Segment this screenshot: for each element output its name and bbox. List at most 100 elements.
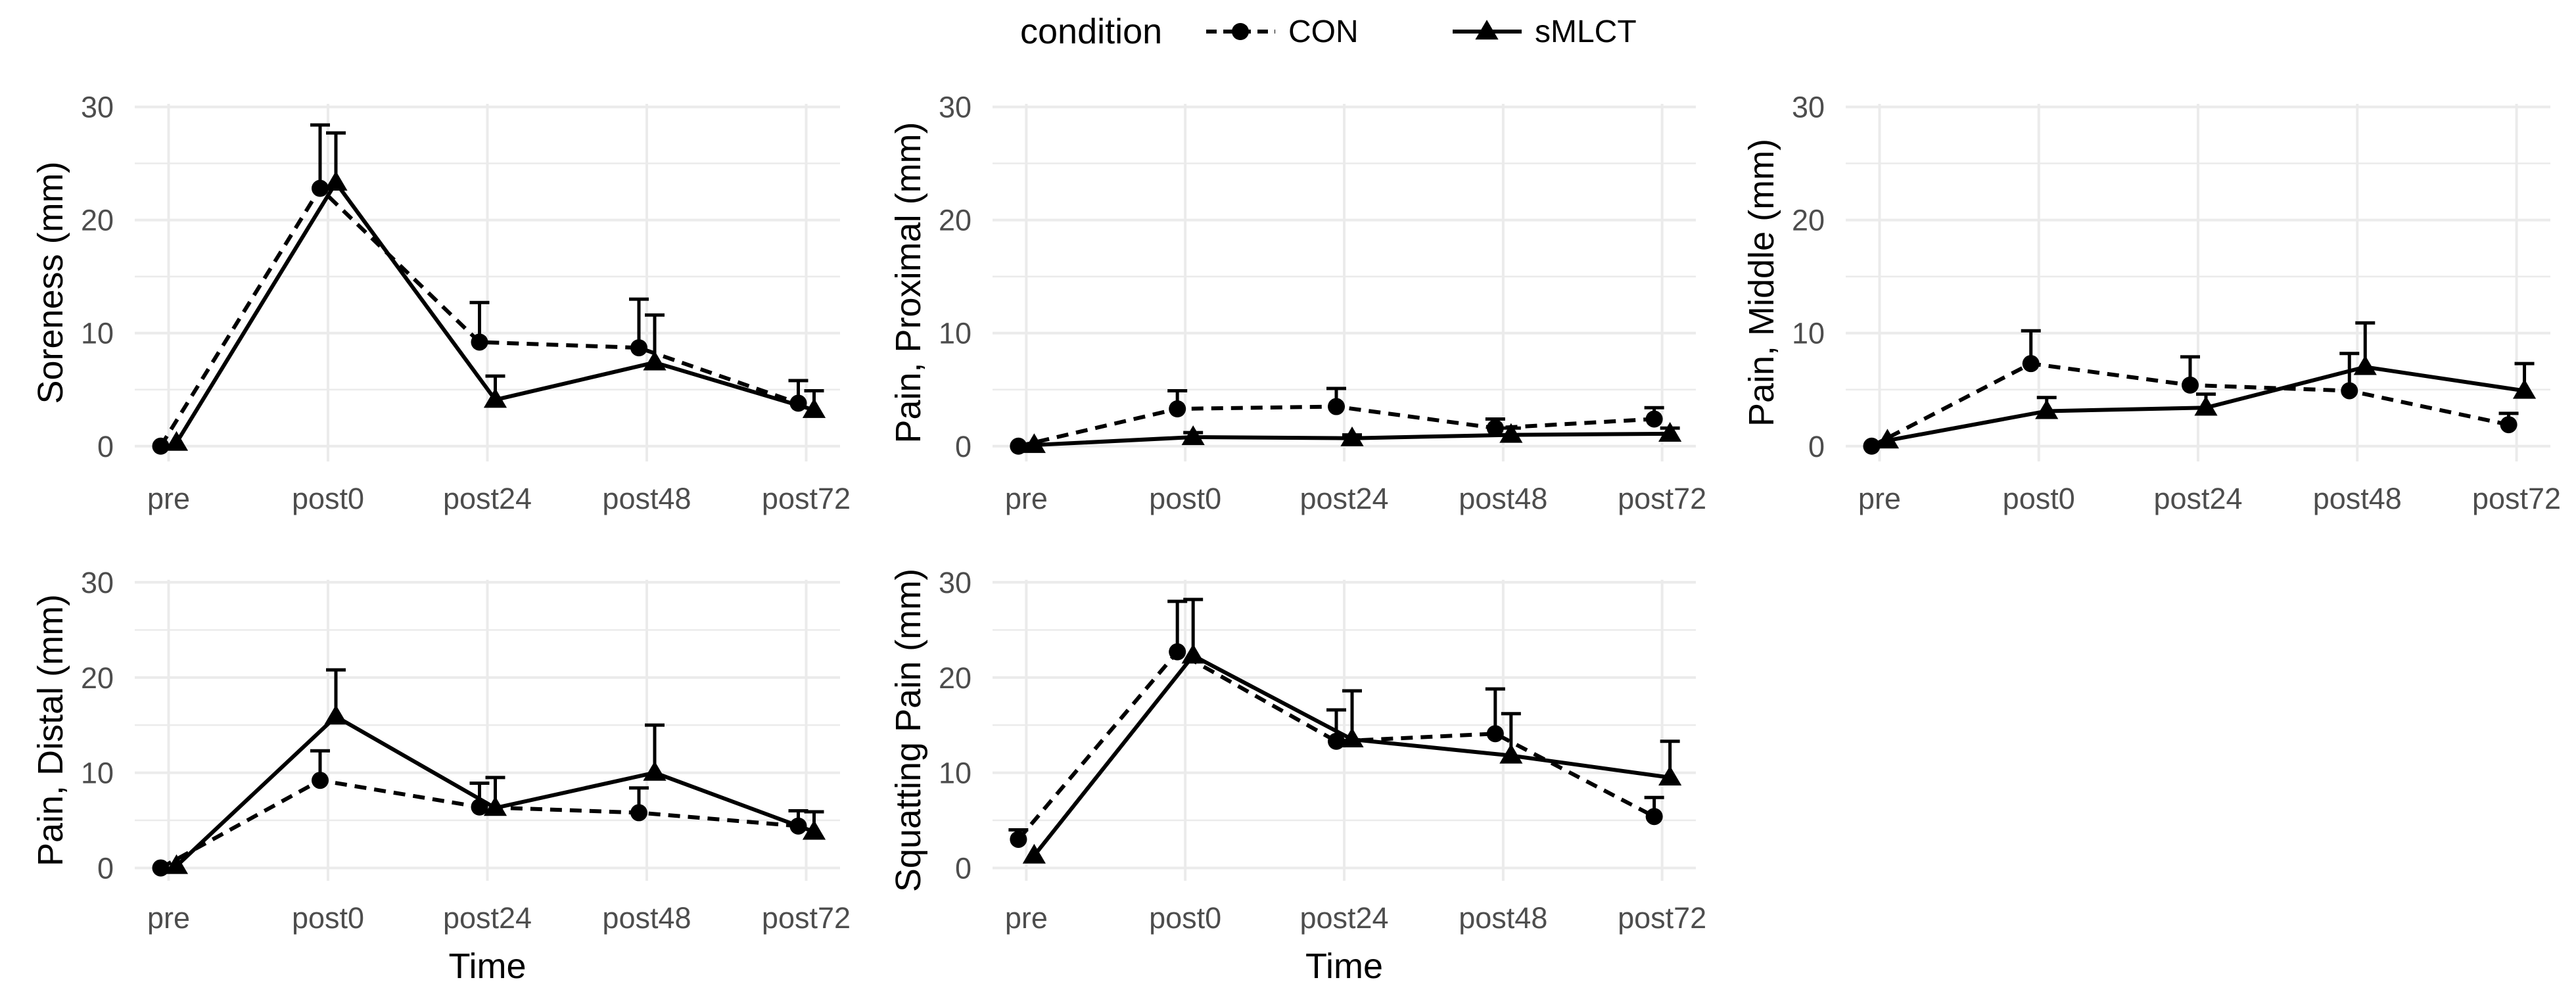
- y-tick-label: 20: [1792, 204, 1825, 237]
- data-point-circle: [2500, 416, 2517, 434]
- y-axis-title: Pain, Middle (mm): [1742, 139, 1781, 427]
- y-tick-label: 10: [939, 757, 972, 790]
- series-sMLCT: [1022, 597, 1682, 864]
- series-sMLCT: [164, 668, 826, 874]
- y-tick-label: 30: [939, 91, 972, 124]
- y-tick-label: 30: [939, 566, 972, 599]
- data-point-triangle: [1499, 743, 1523, 764]
- series-CON: [1010, 386, 1664, 455]
- y-tick-label: 30: [1792, 91, 1825, 124]
- data-point-triangle: [1022, 843, 1046, 864]
- gridlines: [993, 580, 1696, 881]
- data-point-circle: [1169, 643, 1186, 661]
- data-point-triangle: [483, 796, 507, 816]
- legend-key-triangle: [1475, 20, 1499, 40]
- x-tick-label: post24: [2153, 482, 2242, 515]
- y-tick-label: 0: [955, 430, 972, 463]
- facet-panel-2: 0 10 20 30 pre post0 post24 post48 post72 Pain, P…: [889, 91, 1706, 515]
- legend-key-CON: CON: [1206, 14, 1359, 49]
- y-tick-label: 10: [1792, 317, 1825, 350]
- data-point-circle: [1328, 398, 1345, 415]
- x-axis-title: Time: [1305, 947, 1383, 986]
- data-point-triangle: [802, 398, 826, 418]
- y-tick-label: 0: [955, 851, 972, 885]
- data-point-circle: [1863, 437, 1881, 455]
- x-tick-label: post72: [1618, 482, 1706, 515]
- gridlines: [135, 580, 840, 881]
- data-point-triangle: [643, 350, 667, 371]
- data-point-triangle: [1658, 421, 1682, 442]
- y-tick-label: 20: [81, 204, 114, 237]
- data-point-circle: [2341, 382, 2358, 400]
- data-point-triangle: [1340, 426, 1364, 446]
- data-point-circle: [312, 179, 329, 197]
- data-point-triangle: [1340, 728, 1364, 748]
- x-tick-label: post0: [1149, 482, 1221, 515]
- series-sMLCT: [1022, 421, 1682, 454]
- x-tick-label: post24: [443, 901, 532, 935]
- data-point-circle: [1645, 808, 1663, 826]
- x-tick-label: pre: [1005, 482, 1048, 515]
- legend: condition CON sMLCT: [1020, 12, 1637, 51]
- data-point-circle: [630, 339, 647, 357]
- data-point-circle: [152, 859, 170, 877]
- data-point-triangle: [2512, 379, 2537, 399]
- x-tick-label: post72: [2472, 482, 2561, 515]
- data-point-triangle: [164, 431, 189, 451]
- data-point-triangle: [2035, 399, 2059, 419]
- data-point-circle: [1010, 830, 1027, 848]
- series-CON: [1863, 329, 2519, 455]
- series-sMLCT: [164, 131, 826, 451]
- data-point-circle: [1010, 437, 1027, 455]
- legend-key-sMLCT: sMLCT: [1453, 14, 1637, 49]
- y-tick-label: 30: [81, 566, 114, 599]
- y-tick-label: 20: [939, 661, 972, 695]
- series-line: [1017, 649, 1656, 841]
- legend-label: CON: [1288, 14, 1359, 49]
- data-point-triangle: [1875, 429, 1900, 449]
- data-point-triangle: [164, 854, 189, 874]
- data-point-triangle: [1499, 423, 1523, 443]
- x-tick-label: post48: [2313, 482, 2402, 515]
- y-tick-label: 10: [939, 317, 972, 350]
- data-point-triangle: [2353, 355, 2377, 375]
- x-tick-label: pre: [1858, 482, 1901, 515]
- data-point-circle: [2182, 376, 2199, 394]
- data-point-circle: [1486, 419, 1504, 437]
- data-point-circle: [1169, 400, 1186, 417]
- y-tick-label: 20: [939, 204, 972, 237]
- data-point-triangle: [802, 820, 826, 840]
- x-tick-label: post72: [762, 482, 851, 515]
- data-point-triangle: [1181, 425, 1205, 446]
- gridlines: [993, 104, 1696, 461]
- facet-panel-5: 0 10 20 30 pre post0 post24 post48 post72 Squatti…: [889, 566, 1706, 986]
- data-point-triangle: [483, 388, 507, 408]
- x-tick-label: pre: [147, 901, 190, 935]
- y-tick-label: 10: [81, 757, 114, 790]
- x-tick-label: post72: [762, 901, 851, 935]
- x-tick-label: pre: [147, 482, 190, 515]
- series-CON: [1008, 599, 1664, 848]
- data-point-circle: [1486, 725, 1504, 743]
- y-axis-title: Pain, Distal (mm): [31, 594, 70, 866]
- data-point-circle: [2022, 355, 2040, 373]
- data-point-circle: [1328, 732, 1345, 750]
- x-tick-label: post24: [1300, 901, 1388, 935]
- data-point-triangle: [643, 761, 667, 781]
- data-point-triangle: [1658, 765, 1682, 785]
- facet-panel-1: 0 10 20 30 pre post0 post24 post48 post72 Sorenes…: [31, 91, 851, 515]
- y-tick-label: 0: [97, 851, 114, 885]
- data-point-circle: [152, 437, 170, 455]
- series-sMLCT: [1875, 321, 2537, 449]
- series-line: [158, 186, 799, 448]
- facet-panel-3: 0 10 20 30 pre post0 post24 post48 post72 Pain, M…: [1742, 91, 2561, 515]
- x-tick-label: post48: [1459, 482, 1547, 515]
- gridlines: [135, 104, 840, 461]
- x-tick-label: post0: [292, 901, 364, 935]
- gridlines: [1846, 104, 2550, 461]
- series-CON: [152, 749, 808, 877]
- legend-title: condition: [1020, 12, 1162, 51]
- data-point-triangle: [1181, 644, 1205, 664]
- series-CON: [152, 123, 808, 455]
